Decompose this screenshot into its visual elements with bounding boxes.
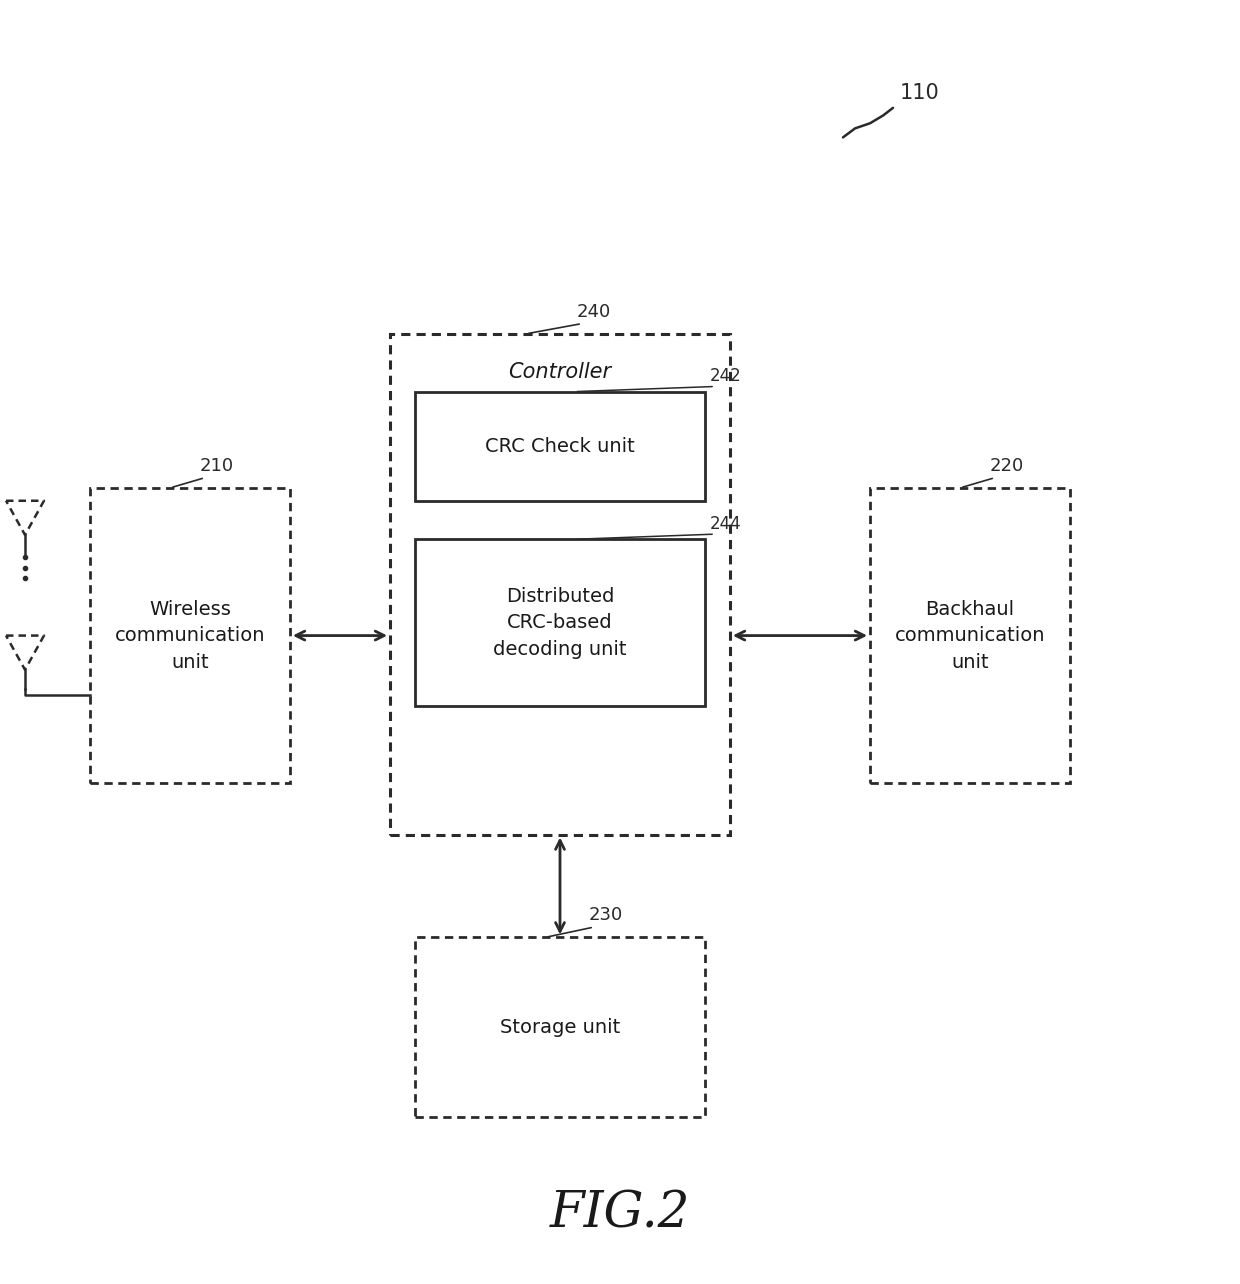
Text: Distributed
CRC-based
decoding unit: Distributed CRC-based decoding unit — [494, 587, 626, 659]
Bar — [870, 488, 1070, 783]
Bar — [415, 937, 706, 1117]
Text: 220: 220 — [990, 457, 1024, 475]
Bar — [415, 392, 706, 501]
Text: 240: 240 — [577, 303, 611, 321]
Bar — [91, 488, 290, 783]
Text: Backhaul
communication
unit: Backhaul communication unit — [895, 600, 1045, 672]
Text: CRC Check unit: CRC Check unit — [485, 437, 635, 456]
Text: Storage unit: Storage unit — [500, 1018, 620, 1036]
Text: 230: 230 — [589, 907, 624, 924]
Text: Wireless
communication
unit: Wireless communication unit — [115, 600, 265, 672]
Text: 210: 210 — [200, 457, 234, 475]
Bar — [415, 539, 706, 706]
Text: 244: 244 — [711, 515, 742, 533]
Text: 110: 110 — [900, 82, 940, 103]
Text: Controller: Controller — [508, 362, 611, 383]
Text: 242: 242 — [711, 367, 742, 385]
Text: FIG.2: FIG.2 — [549, 1189, 691, 1238]
Bar — [391, 334, 730, 835]
